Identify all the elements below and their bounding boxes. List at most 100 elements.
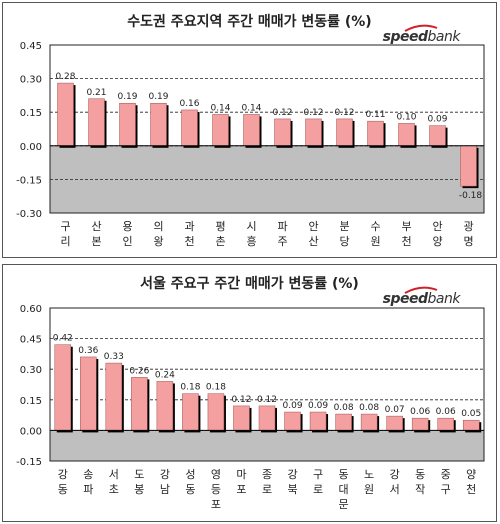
x-tick-label: 등 xyxy=(211,483,221,496)
data-label: 0.09 xyxy=(308,401,328,411)
x-tick-label: 리 xyxy=(60,235,70,248)
bar xyxy=(181,109,198,147)
x-tick-label: 송 xyxy=(83,468,93,481)
x-tick-label: 남 xyxy=(160,483,170,496)
x-tick-label: 대 xyxy=(339,483,349,496)
x-tick-label: 마 xyxy=(236,468,246,481)
plot-area-positive xyxy=(50,45,484,146)
bar xyxy=(309,411,327,431)
data-label: -0.18 xyxy=(459,191,483,201)
y-tick-label: 0.30 xyxy=(20,75,42,86)
bar xyxy=(243,114,260,147)
x-tick-label: 포 xyxy=(211,498,221,511)
y-tick-label: 0.00 xyxy=(20,142,42,153)
data-label: 0.18 xyxy=(206,383,226,393)
speedbank-logo: speedbank xyxy=(382,29,461,45)
bar-chart-metro: 0.450.300.150.00-0.15-0.300.28구리0.21산본0.… xyxy=(16,41,485,248)
bar xyxy=(233,405,250,431)
bar xyxy=(119,102,136,147)
y-tick-label: 0.15 xyxy=(20,108,42,119)
y-tick-label: 0.45 xyxy=(20,41,42,52)
bar xyxy=(150,102,167,147)
data-label: 0.14 xyxy=(210,103,230,113)
y-tick-label: -0.15 xyxy=(16,175,42,186)
x-tick-label: 흥 xyxy=(246,234,256,248)
data-label: 0.19 xyxy=(117,92,137,102)
data-label: 0.18 xyxy=(180,383,200,393)
chart-panel-seoul: 서울 주요구 주간 매매가 변동률 (%) speedbank 0.60 0.45… xyxy=(2,264,497,522)
bar xyxy=(411,417,429,431)
bar xyxy=(156,381,174,431)
x-tick-label: 안 xyxy=(432,220,442,233)
data-label: 0.12 xyxy=(303,108,323,118)
x-tick-label: 주 xyxy=(277,235,287,248)
logo-swoosh-icon xyxy=(404,24,438,32)
bar xyxy=(88,98,105,147)
x-tick-label: 산 xyxy=(91,220,101,233)
x-tick-label: 초 xyxy=(109,483,119,496)
bar xyxy=(398,123,415,147)
chart-panel-metro: 수도권 주요지역 주간 매매가 변동률 (%) speedbank 0.45 0.… xyxy=(2,2,497,258)
x-tick-label: 봉 xyxy=(134,483,144,496)
bar-chart-seoul: 0.600.450.300.150.00-0.150.42강동0.36송파0.3… xyxy=(16,304,485,511)
chart-title: 수도권 주요지역 주간 매매가 변동률 (%) xyxy=(127,14,372,30)
data-label: 0.08 xyxy=(359,403,379,413)
x-tick-label: 중 xyxy=(441,468,451,481)
bar xyxy=(360,413,378,431)
x-tick-label: 왕 xyxy=(153,235,163,248)
x-tick-label: 강 xyxy=(390,468,400,481)
data-label: 0.12 xyxy=(231,395,251,405)
bar xyxy=(429,125,446,147)
x-tick-label: 로 xyxy=(262,483,272,496)
y-tick-label: 0.30 xyxy=(20,365,42,376)
x-tick-label: 천 xyxy=(184,234,194,248)
bar xyxy=(57,82,74,147)
x-tick-label: 시 xyxy=(246,220,256,233)
plot-area-negative xyxy=(50,430,484,461)
x-tick-label: 인 xyxy=(122,235,132,248)
data-label: 0.12 xyxy=(257,395,277,405)
y-tick-label: -0.15 xyxy=(16,457,42,468)
bar xyxy=(335,413,352,431)
x-tick-label: 안 xyxy=(308,220,318,233)
x-tick-label: 작 xyxy=(415,483,425,496)
plot-border xyxy=(49,307,485,462)
data-label: 0.42 xyxy=(53,334,73,344)
data-label: 0.12 xyxy=(272,108,292,118)
x-tick-label: 파 xyxy=(277,220,287,233)
bar xyxy=(105,362,123,431)
data-label: 0.26 xyxy=(129,366,149,376)
bar xyxy=(131,377,148,431)
bar xyxy=(386,415,403,431)
plot-border xyxy=(49,44,485,214)
x-tick-label: 강 xyxy=(58,468,68,481)
data-label: 0.05 xyxy=(461,409,481,419)
data-label: 0.09 xyxy=(283,401,303,411)
bar xyxy=(80,356,97,431)
x-tick-label: 구 xyxy=(441,483,451,496)
x-tick-label: 과 xyxy=(184,220,194,233)
speedbank-logo: speedbank xyxy=(382,291,461,307)
x-tick-label: 당 xyxy=(339,235,349,248)
bar xyxy=(212,114,229,147)
x-tick-label: 동 xyxy=(339,468,349,481)
data-label: 0.08 xyxy=(334,403,354,413)
data-label: 0.10 xyxy=(396,112,416,122)
x-tick-label: 노 xyxy=(364,468,374,481)
data-label: 0.07 xyxy=(385,405,405,415)
data-label: 0.28 xyxy=(55,72,75,82)
x-tick-label: 본 xyxy=(91,235,101,248)
x-tick-label: 도 xyxy=(134,468,144,481)
data-label: 0.06 xyxy=(410,407,430,417)
x-tick-label: 평 xyxy=(215,220,225,233)
bar xyxy=(182,393,199,431)
y-tick-label: 0.45 xyxy=(20,335,42,346)
x-tick-label: 광 xyxy=(463,220,473,233)
data-label: 0.06 xyxy=(436,407,456,417)
bar xyxy=(207,393,225,431)
y-tick-label: 0.60 xyxy=(20,304,42,315)
x-tick-label: 구 xyxy=(313,468,323,481)
x-tick-label: 부 xyxy=(401,220,411,233)
y-tick-label: 0.00 xyxy=(20,426,42,437)
x-tick-label: 서 xyxy=(390,483,400,496)
